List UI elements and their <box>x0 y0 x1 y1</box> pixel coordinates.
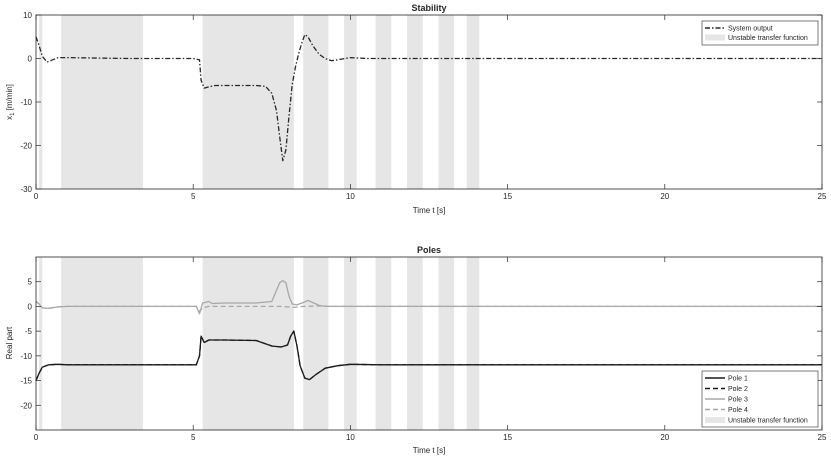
poles-xticks: 0 5 10 15 20 25 <box>34 257 827 442</box>
stability-xtick-label-10: 10 <box>346 192 355 201</box>
poles-unstable-band-6 <box>406 257 423 430</box>
stability-legend: System output Unstable transfer function <box>701 20 819 46</box>
stability-unstable-band-6 <box>406 15 423 189</box>
stability-xtick-label-5: 5 <box>191 192 196 201</box>
stability-ylabel-main: x <box>5 116 14 120</box>
poles-ytick-label-5: 5 <box>28 278 33 287</box>
stability-xtick-label-15: 15 <box>503 192 512 201</box>
poles-ytick-label--15: -15 <box>20 377 32 386</box>
poles-xlabel: Time t [s] <box>413 446 446 455</box>
poles-unstable-band-5 <box>375 257 392 430</box>
poles-ylabel: Real part <box>5 326 14 359</box>
poles-ytick-label--5: -5 <box>25 327 33 336</box>
poles-series-pole-2 <box>35 330 822 381</box>
stability-ytick-label--10: -10 <box>20 98 32 107</box>
stability-unstable-band-2 <box>202 15 294 189</box>
stability-unstable-band-1 <box>61 15 143 189</box>
legend-label-pole-3: Pole 3 <box>728 397 748 404</box>
stability-xtick-label-0: 0 <box>34 192 39 201</box>
stability-ytick-label--30: -30 <box>20 185 32 194</box>
stability-unstable-band-3 <box>303 15 329 189</box>
poles-series-pole-4 <box>35 300 822 313</box>
poles-unstable-band-3 <box>303 257 329 430</box>
stability-ytick-label-0: 0 <box>28 55 33 64</box>
stability-ylabel: x1 [m/min] <box>5 84 16 120</box>
poles-xtick-label-25: 25 <box>818 433 827 442</box>
stability-ytick-label-10: 10 <box>23 11 32 20</box>
stability-xticks: 0 5 10 15 20 25 <box>34 15 827 201</box>
poles-xtick-label-15: 15 <box>503 433 512 442</box>
stability-unstable-band-7 <box>438 15 455 189</box>
poles-xtick-label-20: 20 <box>660 433 669 442</box>
legend-swatch-unstable-2 <box>705 417 725 423</box>
stability-title: Stability <box>411 3 446 13</box>
stability-ytick-label--20: -20 <box>20 142 32 151</box>
stability-unstable-band-4 <box>344 15 357 189</box>
poles-unstable-band-7 <box>438 257 455 430</box>
poles-unstable-band-8 <box>466 257 480 430</box>
poles-panel: 0 5 10 15 20 25 -20 -15 -10 -5 0 5 Poles Time t [s… <box>5 245 827 455</box>
poles-legend: Pole 1 Pole 2 Pole 3 Pole 4 Unstable tra… <box>701 370 819 428</box>
legend-swatch-unstable <box>705 34 725 41</box>
legend-label-pole-1: Pole 1 <box>728 376 748 383</box>
poles-ytick-label--10: -10 <box>20 352 32 361</box>
poles-axes-box <box>35 256 823 431</box>
stability-panel: 0 5 10 15 20 25 -30 -20 -10 0 10 Stability Time t… <box>5 3 827 215</box>
legend-label-system-output: System output <box>728 26 773 33</box>
stability-ylabel-unit: [m/min] <box>5 84 14 110</box>
legend-label-unstable-2: Unstable transfer function <box>728 418 808 425</box>
stability-xtick-label-20: 20 <box>660 192 669 201</box>
poles-ytick-label--20: -20 <box>20 401 32 410</box>
stability-xlabel: Time t [s] <box>413 206 446 215</box>
stability-series-system-output <box>35 33 822 162</box>
stability-ylabel-sub: 1 <box>10 112 16 116</box>
poles-xtick-label-10: 10 <box>346 433 355 442</box>
stability-xtick-label-25: 25 <box>818 192 827 201</box>
svg-text:x1 [m/min]: x1 [m/min] <box>5 84 16 120</box>
poles-series-pole-3 <box>35 280 822 315</box>
poles-yticks: -20 -15 -10 -5 0 5 <box>20 278 822 410</box>
poles-title: Poles <box>417 245 441 255</box>
poles-unstable-bands <box>39 257 480 430</box>
poles-lines <box>35 280 822 381</box>
poles-unstable-band-1 <box>61 257 143 430</box>
stability-lines <box>35 33 822 162</box>
poles-xtick-label-0: 0 <box>34 433 39 442</box>
stability-unstable-bands <box>39 15 480 189</box>
legend-label-pole-2: Pole 2 <box>728 386 748 393</box>
legend-label-pole-4: Pole 4 <box>728 407 748 414</box>
poles-unstable-band-4 <box>344 257 357 430</box>
legend-label-unstable: Unstable transfer function <box>728 35 808 42</box>
poles-xtick-label-5: 5 <box>191 433 196 442</box>
stability-unstable-band-8 <box>466 15 480 189</box>
stability-unstable-band-5 <box>375 15 392 189</box>
stability-yticks: -30 -20 -10 0 10 <box>20 11 822 194</box>
poles-unstable-band-0 <box>39 257 43 430</box>
poles-ytick-label-0: 0 <box>28 302 33 311</box>
